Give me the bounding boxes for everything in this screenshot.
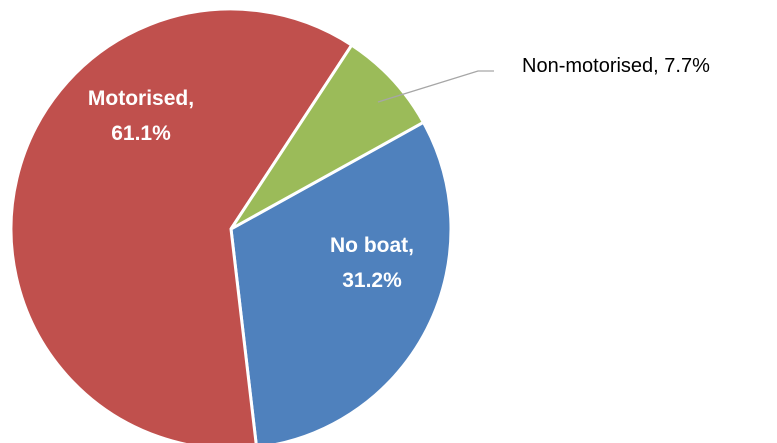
slices-layer: [9, 7, 453, 443]
data-label-no-boat-value: 31.2%: [342, 269, 402, 292]
pie-slice-non-motorised: [229, 43, 426, 231]
pie-slice-no-boat: [229, 120, 453, 443]
data-label-no-boat-name: No boat,: [330, 234, 414, 257]
labels-layer: No boat, 31.2% Motorised, 61.1% Non-motorise…: [88, 55, 710, 292]
data-label-non-motorised: Non-motorised, 7.7%: [522, 55, 710, 77]
data-label-motorised-name: Motorised,: [88, 87, 194, 110]
data-label-motorised-value: 61.1%: [111, 122, 171, 145]
pie-slice-motorised: [9, 7, 354, 443]
leader-line-non-motorised: [377, 70, 494, 103]
